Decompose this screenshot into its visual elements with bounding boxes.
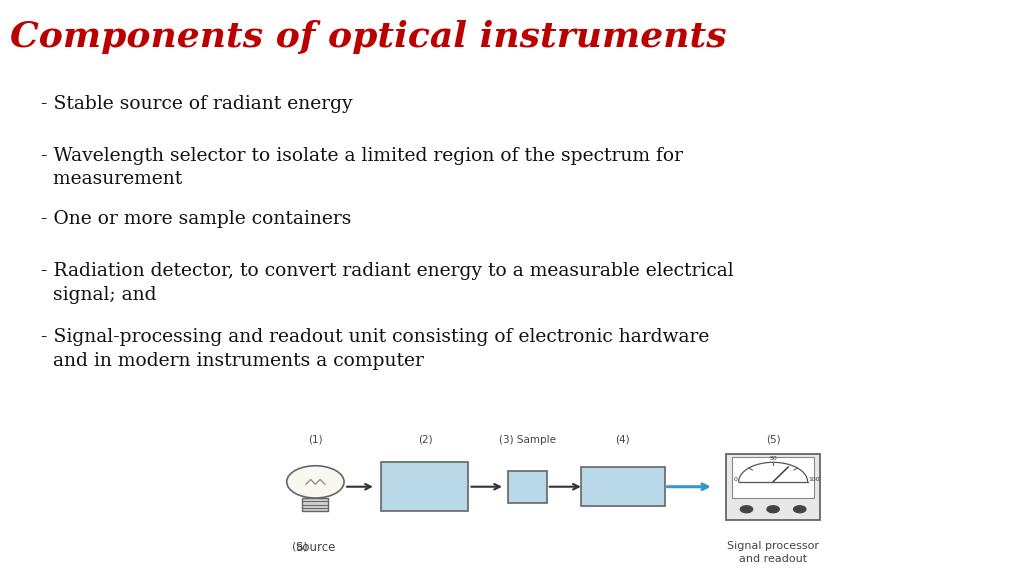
Text: - Radiation detector, to convert radiant energy to a measurable electrical
  sig: - Radiation detector, to convert radiant… — [41, 262, 733, 304]
Text: Components of optical instruments: Components of optical instruments — [10, 20, 727, 54]
Text: Wavelength: Wavelength — [392, 476, 458, 486]
Circle shape — [740, 506, 753, 513]
Text: - Stable source of radiant energy: - Stable source of radiant energy — [41, 95, 352, 113]
Text: (1): (1) — [308, 435, 323, 445]
Text: (3) Sample: (3) Sample — [499, 435, 556, 445]
FancyBboxPatch shape — [302, 498, 329, 511]
Text: Signal processor
and readout: Signal processor and readout — [727, 541, 819, 564]
Text: 50: 50 — [769, 456, 777, 461]
FancyBboxPatch shape — [732, 457, 814, 498]
FancyBboxPatch shape — [381, 462, 469, 511]
Text: selector: selector — [402, 488, 447, 499]
Text: 100: 100 — [809, 478, 820, 483]
Circle shape — [287, 466, 344, 498]
FancyBboxPatch shape — [508, 471, 547, 502]
Text: - Wavelength selector to isolate a limited region of the spectrum for
  measurem: - Wavelength selector to isolate a limit… — [41, 147, 683, 188]
Text: 0: 0 — [734, 478, 737, 483]
Text: Detector: Detector — [595, 480, 650, 493]
Text: - Signal-processing and readout unit consisting of electronic hardware
  and in : - Signal-processing and readout unit con… — [41, 328, 710, 370]
Text: (5): (5) — [766, 435, 780, 445]
Text: - One or more sample containers: - One or more sample containers — [41, 210, 351, 228]
Circle shape — [794, 506, 806, 513]
FancyBboxPatch shape — [726, 454, 820, 520]
Text: (4): (4) — [615, 435, 630, 445]
Text: (a): (a) — [292, 541, 307, 551]
FancyBboxPatch shape — [581, 467, 665, 506]
Text: Source: Source — [295, 541, 336, 555]
Circle shape — [767, 506, 779, 513]
Text: (2): (2) — [418, 435, 432, 445]
